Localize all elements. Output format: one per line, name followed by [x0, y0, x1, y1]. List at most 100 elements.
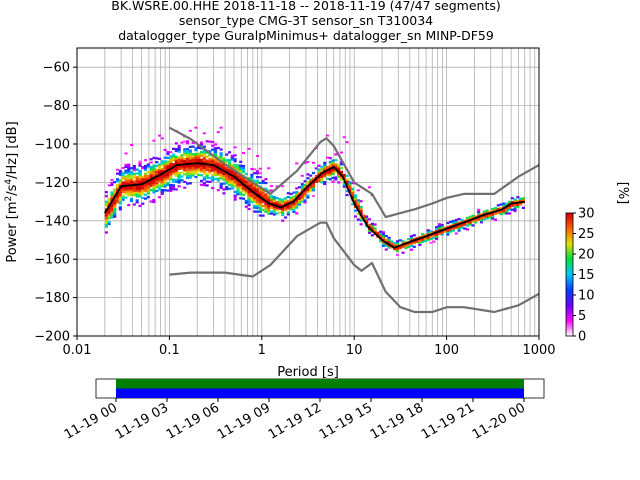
time-tick-label: 11-19 00: [62, 400, 120, 442]
heatmap-cell: [367, 218, 372, 221]
heatmap-cell: [272, 207, 276, 210]
heatmap-cell: [202, 184, 206, 187]
heatmap-cell: [160, 177, 164, 180]
y-axis-label: Power [m2/s4/Hz] [dB]: [4, 121, 20, 262]
heatmap-cell: [211, 140, 215, 144]
heatmap-cell: [446, 233, 450, 236]
heatmap-cell: [121, 198, 125, 201]
heatmap-cell: [160, 192, 164, 195]
heatmap-cell: [118, 183, 122, 186]
heatmap-cell: [222, 178, 226, 181]
heatmap-cell: [135, 187, 139, 190]
heatmap-cell: [513, 206, 517, 209]
heatmap-cell: [239, 168, 243, 171]
heatmap-cell: [155, 172, 159, 175]
heatmap-cell: [104, 225, 108, 228]
heatmap-cell: [502, 204, 506, 207]
heatmap-cell: [468, 215, 472, 218]
heatmap-cell: [132, 186, 136, 189]
heatmap-cell: [239, 197, 243, 200]
heatmap-cell: [236, 166, 240, 169]
heatmap-cell: [171, 166, 176, 170]
heatmap-cell: [213, 160, 218, 163]
heatmap-cell: [110, 193, 114, 196]
heatmap-cell: [379, 240, 383, 243]
heatmap-cell: [289, 200, 293, 203]
heatmap-cell: [116, 193, 120, 196]
heatmap-cell: [104, 204, 108, 207]
heatmap-cell: [127, 192, 131, 195]
heatmap-cell: [227, 168, 232, 171]
heatmap-cell: [353, 194, 358, 197]
heatmap-cell: [331, 163, 335, 166]
heatmap-cell: [174, 180, 178, 183]
heatmap-cell: [437, 223, 442, 226]
heatmap-cell: [146, 176, 150, 180]
heatmap-cell: [457, 229, 461, 232]
heatmap-cell: [146, 184, 150, 187]
heatmap-cell: [138, 187, 142, 190]
heatmap-cell: [185, 159, 190, 162]
heatmap-cell: [253, 195, 257, 198]
heatmap-cell: [311, 194, 316, 198]
heatmap-cell: [144, 159, 148, 162]
heatmap-cell: [353, 198, 358, 201]
heatmap-cell: [110, 204, 114, 208]
heatmap-cell: [258, 189, 262, 192]
heatmap-cell: [171, 163, 176, 166]
heatmap-cell: [185, 147, 190, 151]
heatmap-cell: [323, 175, 327, 178]
heatmap-cell: [356, 189, 360, 192]
heatmap-cell: [325, 156, 330, 159]
heatmap-cell: [113, 181, 117, 184]
heatmap-cell: [491, 213, 495, 216]
heatmap-cell: [485, 211, 489, 214]
title-line-2: sensor_type CMG-3T sensor_sn T310034: [179, 13, 433, 28]
heatmap-cell: [328, 170, 332, 173]
heatmap-cell: [337, 173, 341, 176]
heatmap-cell: [236, 187, 240, 190]
heatmap-cell: [191, 168, 195, 171]
heatmap-cell: [334, 166, 338, 169]
heatmap-cell: [166, 189, 170, 192]
heatmap-cell: [138, 185, 142, 188]
heatmap-cell: [281, 208, 285, 211]
heatmap-cell: [477, 210, 481, 213]
heatmap-cell: [185, 176, 190, 179]
heatmap-cell: [513, 198, 517, 201]
heatmap-cell: [317, 176, 321, 179]
heatmap-cell: [255, 172, 260, 175]
heatmap-cell: [261, 179, 265, 183]
heatmap-cell: [241, 186, 246, 189]
heatmap-cell: [283, 202, 288, 206]
heatmap-cell: [211, 167, 215, 170]
heatmap-cell: [281, 213, 285, 217]
heatmap-cell: [339, 161, 344, 164]
heatmap-cell: [275, 212, 279, 215]
heatmap-cell: [493, 218, 497, 221]
heatmap-cell: [188, 161, 192, 164]
heatmap-cell: [306, 186, 310, 189]
heatmap-cell: [247, 200, 251, 203]
heatmap-cell: [303, 201, 307, 204]
heatmap-cell: [155, 168, 159, 171]
x-tick-label: 1000: [522, 343, 555, 358]
heatmap-cell: [404, 244, 408, 248]
heatmap-cell: [491, 209, 495, 213]
heatmap-cell: [116, 184, 120, 187]
heatmap-cell: [505, 212, 509, 215]
heatmap-cell: [435, 237, 439, 240]
heatmap-cell: [185, 182, 190, 185]
heatmap-cell: [202, 176, 206, 179]
heatmap-cell: [171, 155, 176, 158]
heatmap-cell: [351, 191, 355, 194]
heatmap-cell: [146, 182, 150, 185]
heatmap-cell: [236, 175, 240, 178]
heatmap-cell: [197, 168, 201, 171]
heatmap-cell: [180, 156, 184, 159]
heatmap-cell: [208, 161, 212, 164]
heatmap-cell: [233, 146, 237, 149]
heatmap-cell: [174, 167, 178, 170]
heatmap-cell: [253, 197, 257, 200]
heatmap-cell: [194, 156, 198, 159]
